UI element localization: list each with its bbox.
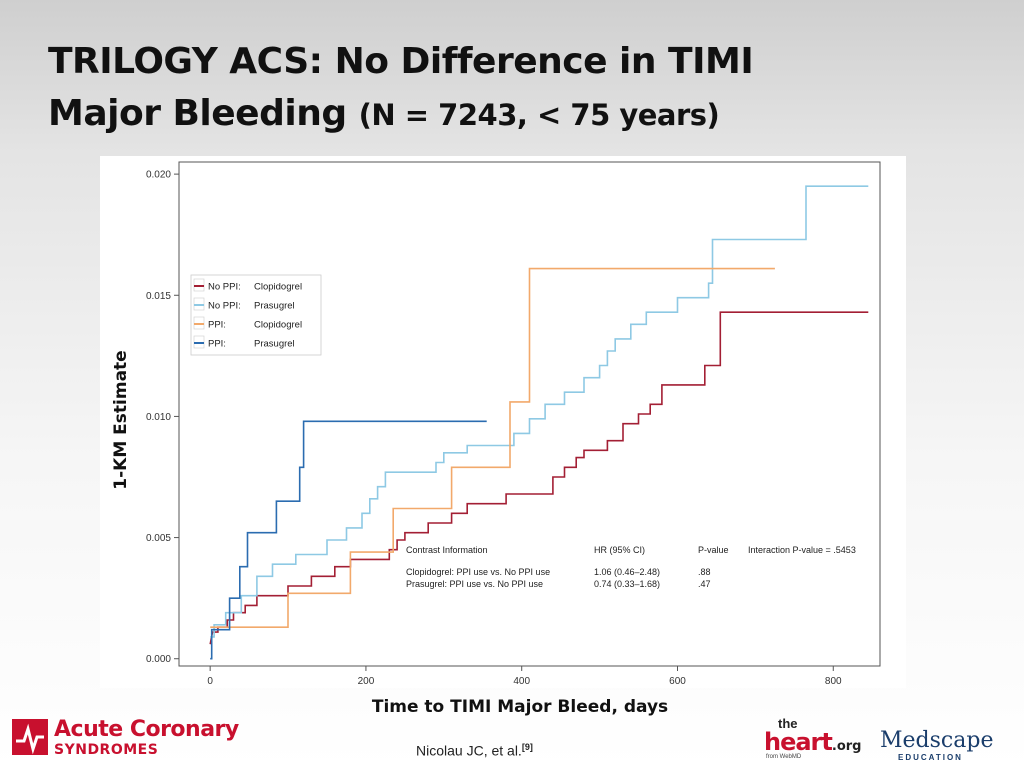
y-axis-label-text: 1-KM Estimate: [111, 350, 131, 490]
contrast-cell: Prasugrel: PPI use vs. No PPI use: [406, 579, 543, 589]
theheart-the: the: [778, 716, 798, 731]
x-axis-label: Time to TIMI Major Bleed, days: [371, 697, 669, 717]
title-subtitle: (N = 7243, < 75 years): [358, 98, 720, 132]
heart-pulse-icon: [12, 719, 48, 755]
series-line-2: [210, 185, 869, 638]
legend-box: [190, 274, 322, 356]
legend-drug-label: Prasugrel: [254, 339, 295, 350]
legend-drug-label: Prasugrel: [254, 301, 295, 312]
title-line-2: Major Bleeding: [48, 93, 347, 134]
citation-ref: [9]: [521, 742, 533, 752]
acs-logo: Acute Coronary SYNDROMES: [12, 716, 242, 760]
theheart-logo: the heart.org from WebMD: [764, 716, 864, 762]
legend-group-label: PPI:: [208, 339, 226, 350]
y-tick-label: 0.010: [146, 412, 171, 423]
theheart-from: from WebMD: [766, 754, 802, 760]
contrast-header: P-value: [698, 545, 729, 555]
series-line-4: [210, 420, 487, 660]
y-tick-label: 0.005: [146, 533, 171, 544]
legend-drug-label: Clopidogrel: [254, 282, 302, 293]
plot-panel: [100, 156, 906, 688]
theheart-heart: heart: [764, 728, 833, 756]
y-tick-label: 0.000: [146, 654, 171, 665]
medscape-logo: Medscape EDUCATION: [880, 728, 1000, 764]
theheart-org: .org: [831, 739, 862, 754]
citation-text: Nicolau JC, et al.: [416, 742, 522, 759]
contrast-header: Contrast Information: [406, 545, 488, 555]
contrast-header: HR (95% CI): [594, 545, 645, 555]
contrast-cell: .47: [698, 579, 711, 589]
x-tick-label: 200: [358, 676, 375, 687]
contrast-cell: Clopidogrel: PPI use vs. No PPI use: [406, 567, 550, 577]
contrast-header: Interaction P-value = .5453: [748, 545, 856, 555]
y-tick-label: 0.015: [146, 291, 171, 302]
title-line-1: TRILOGY ACS: No Difference in TIMI: [48, 41, 754, 82]
citation: Nicolau JC, et al.[9]: [416, 742, 533, 759]
slide-title: TRILOGY ACS: No Difference in TIMI Major…: [48, 36, 754, 141]
x-tick-label: 0: [207, 676, 213, 687]
x-tick-label: 400: [513, 676, 530, 687]
x-tick-label: 600: [669, 676, 686, 687]
x-tick-label: 800: [825, 676, 842, 687]
legend-group-label: No PPI:: [208, 301, 241, 312]
contrast-cell: 1.06 (0.46–2.48): [594, 567, 660, 577]
series-line-1: [209, 311, 869, 645]
legend-group-label: No PPI:: [208, 282, 241, 293]
acs-logo-line2: SYNDROMES: [54, 742, 159, 758]
plot-frame: [178, 161, 881, 667]
acs-logo-line1: Acute Coronary: [54, 717, 239, 742]
y-tick-label: 0.020: [146, 170, 171, 181]
contrast-cell: 0.74 (0.33–1.68): [594, 579, 660, 589]
legend-group-label: PPI:: [208, 320, 226, 331]
series-line-3: [210, 267, 775, 628]
contrast-cell: .88: [698, 567, 711, 577]
medscape-education: EDUCATION: [898, 753, 963, 762]
theheart-wordmark: heart.org: [764, 728, 861, 756]
legend-drug-label: Clopidogrel: [254, 320, 302, 331]
medscape-wordmark: Medscape: [880, 728, 994, 753]
